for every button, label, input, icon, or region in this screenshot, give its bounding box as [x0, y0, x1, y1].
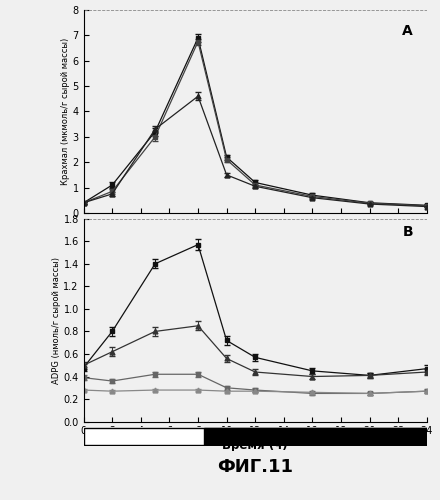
Y-axis label: ADPG (нмоль/г сырой массы): ADPG (нмоль/г сырой массы): [51, 256, 61, 384]
X-axis label: Время (ч): Время (ч): [222, 440, 288, 452]
Text: B: B: [403, 225, 413, 239]
Y-axis label: Крахмал (мкмоль/г сырой массы): Крахмал (мкмоль/г сырой массы): [61, 38, 70, 185]
Bar: [204, 428, 427, 444]
Bar: [84, 428, 204, 444]
Text: A: A: [402, 24, 413, 38]
Text: ФИГ.11: ФИГ.11: [217, 458, 293, 476]
